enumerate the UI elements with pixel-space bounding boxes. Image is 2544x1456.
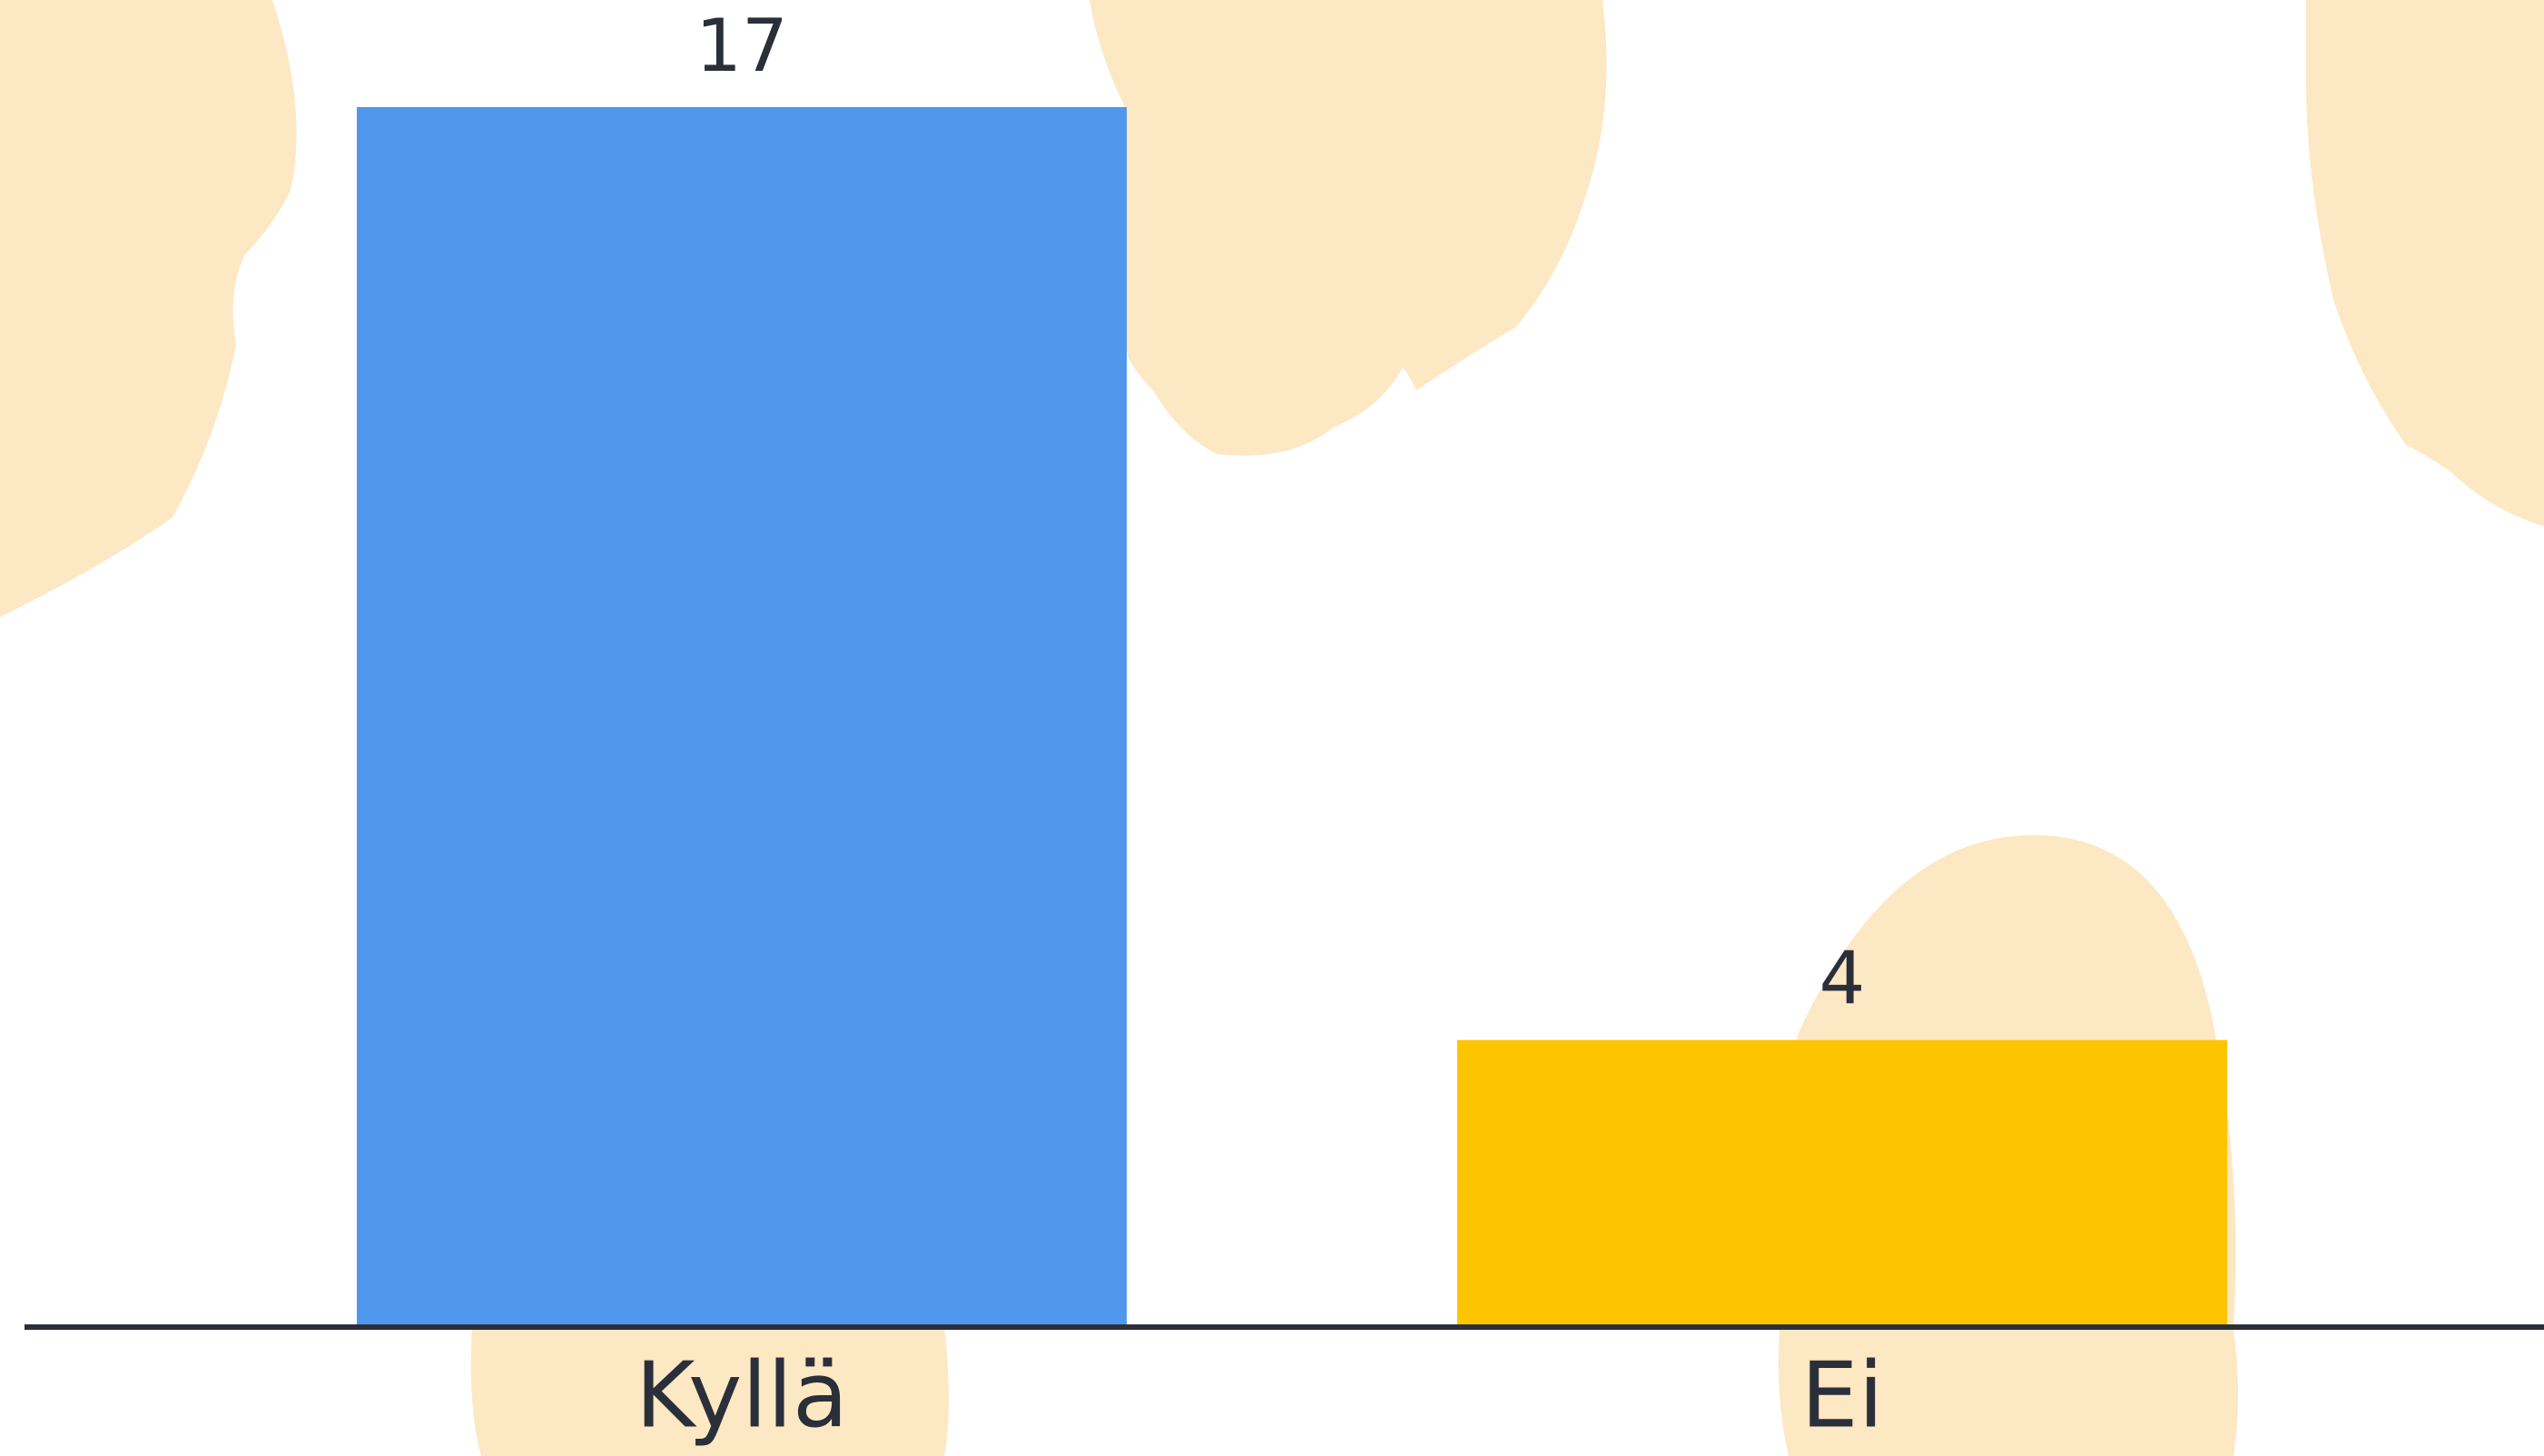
value-label: 17 [695, 4, 788, 88]
chart: 17 Kyllä 4 Ei [0, 0, 2544, 1456]
x-tick-label: Kyllä [636, 1342, 848, 1448]
value-label: 4 [1819, 937, 1866, 1021]
x-tick-label: Ei [1801, 1342, 1884, 1448]
bar [357, 107, 1127, 1327]
bar [1457, 1040, 2227, 1327]
